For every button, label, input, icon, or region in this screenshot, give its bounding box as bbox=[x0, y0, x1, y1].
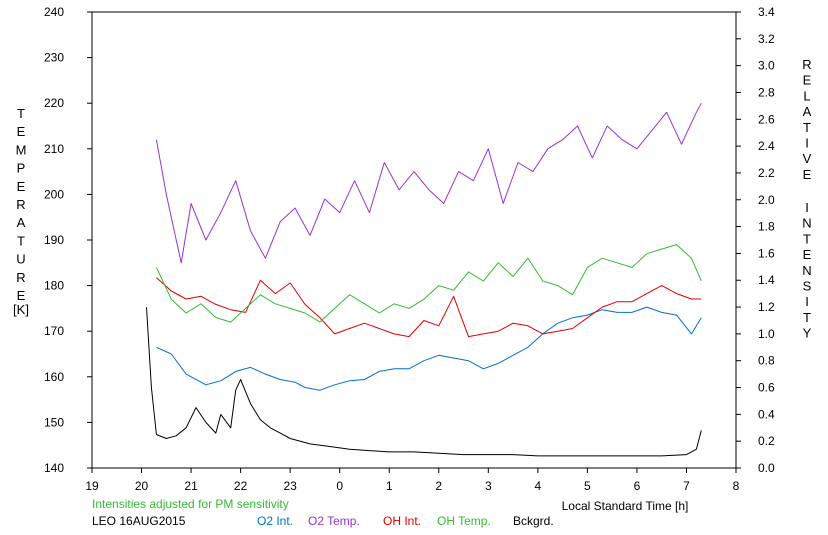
y-right-label-letter: Y bbox=[803, 326, 812, 341]
y-right-label-letter: V bbox=[803, 151, 812, 166]
y-left-label-letter: E bbox=[17, 124, 26, 139]
x-tick-label: 2 bbox=[435, 479, 442, 493]
y-right-label-letter: T bbox=[803, 231, 811, 246]
station-date: LEO 16AUG2015 bbox=[92, 514, 186, 528]
y-right-label-letter: I bbox=[805, 294, 809, 309]
series-oh-temp bbox=[155, 244, 702, 323]
y-right-tick-label: 0.2 bbox=[758, 434, 775, 448]
y-right-label-letter: I bbox=[805, 200, 809, 215]
y-left-tick-label: 160 bbox=[44, 370, 64, 384]
series-bckgrd bbox=[146, 307, 702, 457]
y-right-axis-ticks: 0.0 0.2 0.4 0.6 0.8 1.0 1.2 1.4 1.6 1.8 2.0 2.2 2.4 2… bbox=[736, 5, 775, 475]
y-left-label-letter: E bbox=[17, 179, 26, 194]
legend-oh-int: OH Int. bbox=[383, 514, 422, 528]
legend-bckgrd: Bckgrd. bbox=[513, 514, 554, 528]
y-left-tick-label: 190 bbox=[44, 233, 64, 247]
y-left-tick-label: 240 bbox=[44, 5, 64, 19]
y-left-label-letter: U bbox=[16, 252, 25, 267]
x-tick-label: 5 bbox=[584, 479, 591, 493]
y-left-tick-label: 150 bbox=[44, 415, 64, 429]
y-left-label-letter: R bbox=[16, 197, 25, 212]
series-layer bbox=[146, 102, 702, 457]
y-right-label-letter: I bbox=[805, 136, 809, 151]
y-left-label-letter: T bbox=[17, 106, 25, 121]
legend-oh-temp: OH Temp. bbox=[437, 514, 491, 528]
y-right-tick-label: 2.2 bbox=[758, 166, 775, 180]
y-left-axis-ticks: 140 150 160 170 180 190 200 210 220 230 240 bbox=[44, 5, 92, 475]
y-left-tick-label: 210 bbox=[44, 142, 64, 156]
legend-o2-temp: O2 Temp. bbox=[308, 514, 360, 528]
y-right-tick-label: 3.0 bbox=[758, 59, 775, 73]
legend-o2-int: O2 Int. bbox=[257, 514, 294, 528]
y-left-tick-label: 170 bbox=[44, 324, 64, 338]
x-tick-label: 19 bbox=[85, 479, 99, 493]
x-tick-label: 20 bbox=[135, 479, 149, 493]
series-o2-int bbox=[156, 306, 702, 391]
y-left-label-letter: M bbox=[16, 142, 27, 157]
y-right-tick-label: 3.2 bbox=[758, 32, 775, 46]
x-tick-label: 3 bbox=[485, 479, 492, 493]
y-right-label-letter: A bbox=[803, 104, 812, 119]
y-right-label-letter: E bbox=[803, 73, 812, 88]
y-right-tick-label: 1.8 bbox=[758, 220, 775, 234]
series-o2-temp bbox=[155, 102, 702, 264]
y-right-tick-label: 0.0 bbox=[758, 461, 775, 475]
y-right-tick-label: 0.6 bbox=[758, 381, 775, 395]
x-tick-label: 0 bbox=[336, 479, 343, 493]
y-right-tick-label: 1.0 bbox=[758, 327, 775, 341]
y-right-label-letter: L bbox=[803, 88, 810, 103]
y-left-label-letter: E bbox=[17, 288, 26, 303]
y-right-tick-label: 0.4 bbox=[758, 407, 775, 421]
sensitivity-note: Intensities adjusted for PM sensitivity bbox=[92, 497, 289, 511]
y-left-tick-label: 230 bbox=[44, 51, 64, 65]
x-axis-ticks: 19 20 21 22 23 0 1 2 3 4 5 6 7 8 bbox=[85, 468, 740, 493]
y-right-tick-label: 2.0 bbox=[758, 193, 775, 207]
y-right-tick-label: 1.6 bbox=[758, 246, 775, 260]
y-right-tick-label: 0.8 bbox=[758, 354, 775, 368]
y-right-tick-label: 1.2 bbox=[758, 300, 775, 314]
y-left-label-letter: R bbox=[16, 270, 25, 285]
y-left-tick-label: 180 bbox=[44, 279, 64, 293]
x-tick-label: 6 bbox=[634, 479, 641, 493]
y-right-label-letter: R bbox=[802, 57, 811, 72]
y-right-label-letter: T bbox=[803, 120, 811, 135]
y-left-tick-label: 220 bbox=[44, 96, 64, 110]
y-left-label-letter: P bbox=[17, 161, 26, 176]
x-axis-label: Local Standard Time [h] bbox=[562, 499, 689, 513]
y-left-unit: [K] bbox=[13, 302, 29, 317]
x-tick-label: 1 bbox=[386, 479, 393, 493]
y-left-tick-label: 140 bbox=[44, 461, 64, 475]
y-right-label-letter: E bbox=[803, 247, 812, 262]
plot-frame bbox=[91, 11, 737, 469]
x-tick-label: 7 bbox=[683, 479, 690, 493]
x-tick-label: 23 bbox=[283, 479, 297, 493]
y-right-tick-label: 2.4 bbox=[758, 139, 775, 153]
x-tick-label: 21 bbox=[184, 479, 198, 493]
x-tick-label: 4 bbox=[535, 479, 542, 493]
y-left-label-letter: A bbox=[17, 215, 26, 230]
y-right-label-letter: N bbox=[802, 263, 811, 278]
y-right-label-letter: N bbox=[802, 216, 811, 231]
x-tick-label: 8 bbox=[733, 479, 740, 493]
series-oh-int bbox=[156, 277, 702, 338]
y-right-label-letter: T bbox=[803, 310, 811, 325]
x-tick-label: 22 bbox=[234, 479, 248, 493]
y-right-label-letter: S bbox=[803, 279, 812, 294]
y-right-tick-label: 1.4 bbox=[758, 273, 775, 287]
y-left-tick-label: 200 bbox=[44, 187, 64, 201]
y-left-label-letter: T bbox=[17, 233, 25, 248]
y-right-tick-label: 3.4 bbox=[758, 5, 775, 19]
y-right-label-letter: E bbox=[803, 167, 812, 182]
y-right-tick-label: 2.8 bbox=[758, 85, 775, 99]
y-right-tick-label: 2.6 bbox=[758, 112, 775, 126]
